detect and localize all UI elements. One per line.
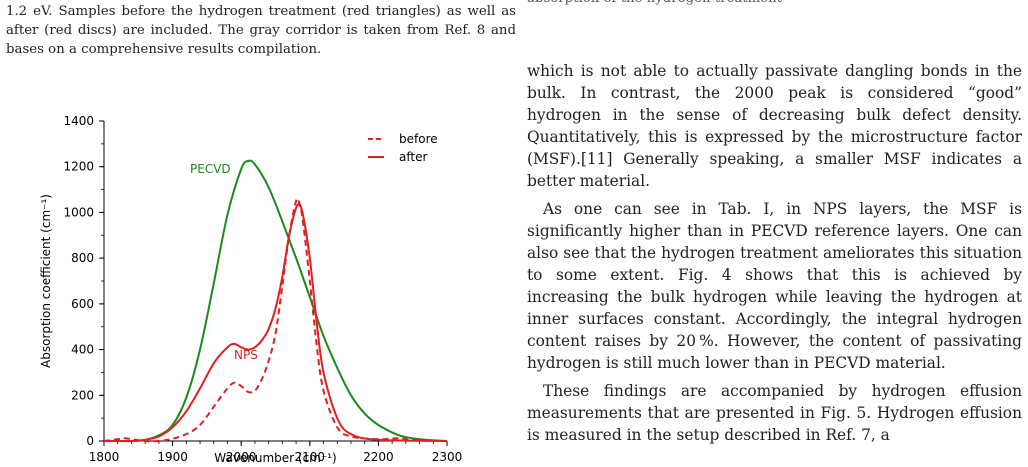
x-tick-label: 1900: [157, 450, 188, 464]
chart-labels: before after PECVD NPS: [190, 132, 438, 362]
x-tick-label: 2100: [295, 450, 326, 464]
legend-label-before: before: [399, 132, 438, 146]
annotation-nps: NPS: [234, 348, 258, 362]
x-tick-label: 2200: [363, 450, 394, 464]
body-text-column: which is not able to actually passivate …: [527, 60, 1022, 452]
y-tick-label: 400: [71, 343, 94, 357]
y-tick-label: 1000: [63, 205, 94, 219]
paragraph-1: which is not able to actually passivate …: [527, 62, 1022, 190]
series-line-after: [103, 203, 448, 443]
y-tick-label: 600: [71, 297, 94, 311]
paragraph-3: These findings are accompanied by hydrog…: [527, 382, 1022, 444]
annotation-pecvd: PECVD: [190, 162, 231, 176]
y-tick-label: 0: [86, 434, 94, 448]
x-tick-label: 2000: [226, 450, 257, 464]
absorption-chart: 1800 1900 2000 2100 2200 2300 0 200 400 600 800 100…: [39, 114, 462, 465]
y-tick-label: 800: [71, 251, 94, 265]
x-axis-label: Wavenumber (cm⁻¹): [214, 451, 336, 465]
y-axis-label: Absorption coefficient (cm⁻¹): [39, 194, 53, 368]
previous-page-fragment: absorption of the hydrogen treatment: [527, 0, 1022, 8]
x-tick-label: 2300: [432, 450, 463, 464]
chart-series: [103, 159, 448, 443]
y-tick-label: 200: [71, 388, 94, 402]
series-line-before: [103, 197, 448, 443]
x-tick-label: 1800: [89, 450, 120, 464]
caption-text: 1.2 eV. Samples before the hydrogen trea…: [6, 4, 516, 57]
chart-axes: 1800 1900 2000 2100 2200 2300 0 200 400 600 800 100…: [39, 114, 462, 465]
y-tick-label: 1400: [63, 114, 94, 128]
figure-caption-continued: 1.2 eV. Samples before the hydrogen trea…: [6, 2, 516, 59]
series-line-pecvd: [103, 159, 448, 443]
paragraph-2: As one can see in Tab. I, in NPS layers,…: [527, 200, 1022, 372]
y-tick-label: 1200: [63, 160, 94, 174]
legend-label-after: after: [399, 150, 427, 164]
